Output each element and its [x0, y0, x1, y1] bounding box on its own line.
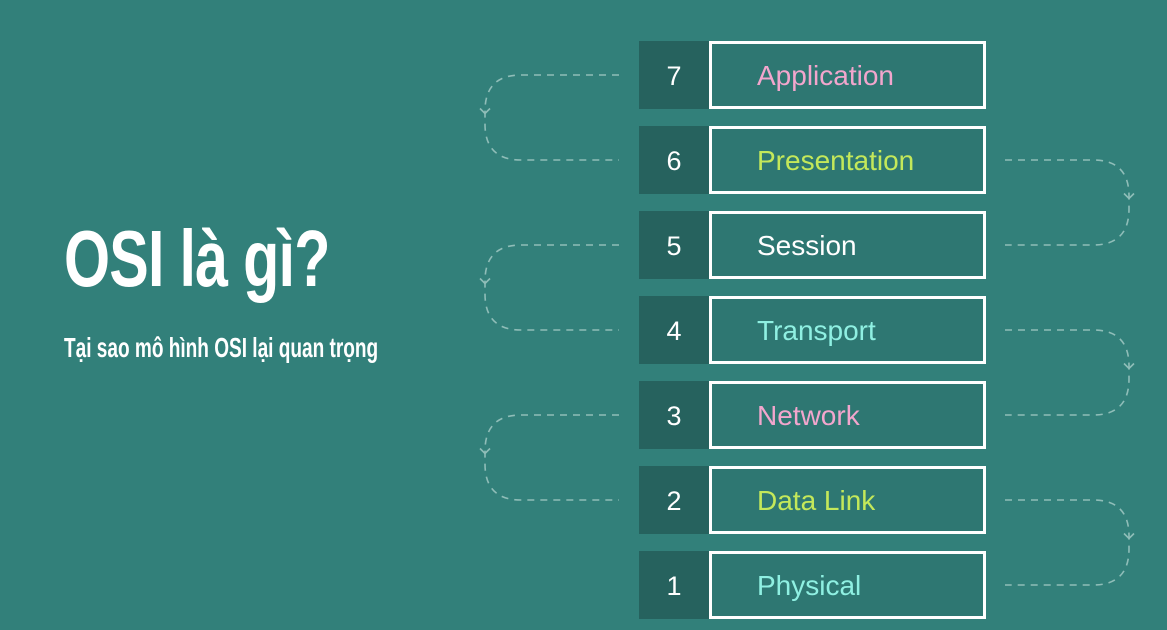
layer-number-box	[639, 41, 709, 109]
connector-path	[1005, 329, 1130, 416]
connector-path	[1005, 499, 1130, 586]
page-title: OSI là gì?	[64, 214, 330, 303]
arrow-down-icon	[479, 277, 491, 285]
layer-name-box	[709, 126, 986, 194]
connector-path	[1005, 159, 1130, 246]
layer-name: Physical	[757, 570, 861, 601]
layer-number-box	[639, 211, 709, 279]
layer-name-box	[709, 466, 986, 534]
layer-stack: 7 Application 6 Presentation 5 Session 4 Transp…	[639, 41, 986, 619]
layer-row-3: 3 Network	[639, 381, 986, 449]
connector-path	[484, 244, 619, 331]
connector-arrow	[479, 414, 619, 501]
layer-number: 7	[666, 61, 681, 91]
connector-arrow	[479, 244, 619, 331]
layer-number: 6	[666, 146, 681, 176]
connector-arrow	[1005, 159, 1135, 246]
layer-row-2: 2 Data Link	[639, 466, 986, 534]
layer-name-box	[709, 551, 986, 619]
layer-row-5: 5 Session	[639, 211, 986, 279]
layer-number-box	[639, 381, 709, 449]
connector-path	[484, 74, 619, 161]
layer-name-box	[709, 381, 986, 449]
layer-number-box	[639, 126, 709, 194]
layer-number-box	[639, 466, 709, 534]
layer-name: Transport	[757, 315, 876, 346]
layer-name: Session	[757, 230, 857, 261]
layer-name: Application	[757, 60, 894, 91]
layer-number-box	[639, 551, 709, 619]
layer-row-6: 6 Presentation	[639, 126, 986, 194]
layer-name-box	[709, 211, 986, 279]
layer-row-7: 7 Application	[639, 41, 986, 109]
page-subtitle: Tại sao mô hình OSI lại quan trọng	[64, 332, 379, 363]
layer-name: Presentation	[757, 145, 914, 176]
connector-arrow	[1005, 329, 1135, 416]
layer-number: 3	[666, 401, 681, 431]
connector-arrows	[479, 74, 1135, 586]
connector-arrow	[1005, 499, 1135, 586]
layer-row-1: 1 Physical	[639, 551, 986, 619]
arrow-down-icon	[1123, 192, 1135, 200]
arrow-down-icon	[1123, 532, 1135, 540]
layer-number: 4	[666, 316, 681, 346]
layer-name: Network	[757, 400, 861, 431]
layer-number-box	[639, 296, 709, 364]
layer-number: 5	[666, 231, 681, 261]
arrow-down-icon	[1123, 362, 1135, 370]
layer-row-4: 4 Transport	[639, 296, 986, 364]
layer-name-box	[709, 296, 986, 364]
connector-arrow	[479, 74, 619, 161]
connector-path	[484, 414, 619, 501]
layer-number: 2	[666, 486, 681, 516]
arrow-down-icon	[479, 447, 491, 455]
layer-name-box	[709, 41, 986, 109]
layer-number: 1	[666, 571, 681, 601]
arrow-down-icon	[479, 107, 491, 115]
layer-name: Data Link	[757, 485, 876, 516]
